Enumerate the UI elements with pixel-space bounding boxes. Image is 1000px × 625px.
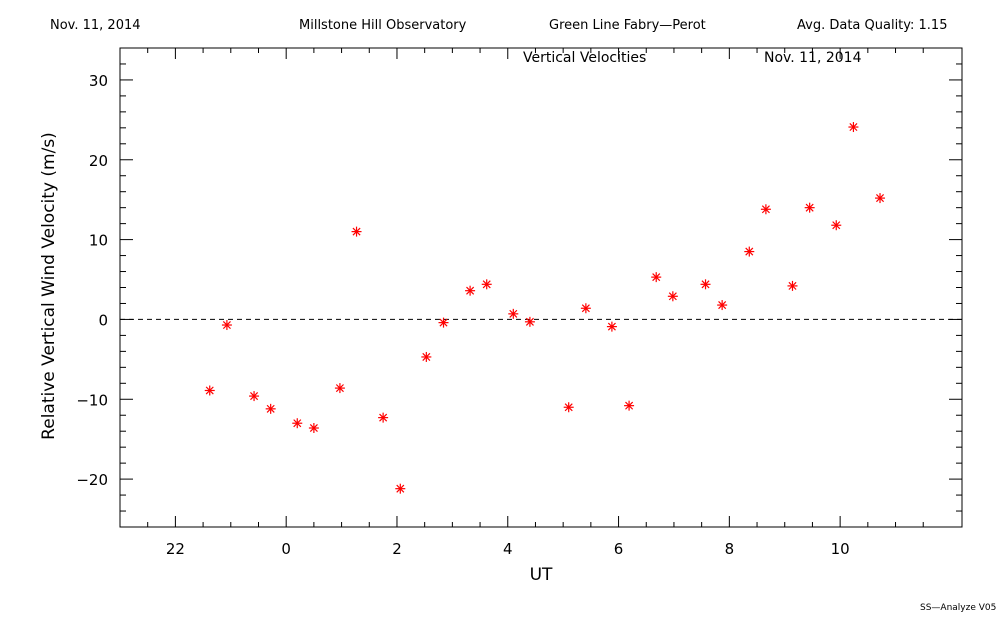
data-point: [831, 220, 842, 231]
data-point: [351, 226, 362, 237]
y-tick-label: 20: [89, 152, 108, 170]
data-point: [292, 418, 303, 429]
y-tick-label: 10: [89, 232, 108, 250]
data-point: [717, 300, 728, 311]
data-point: [667, 291, 678, 302]
data-point: [848, 122, 859, 133]
data-point: [524, 316, 535, 327]
data-point: [395, 483, 406, 494]
data-point: [606, 321, 617, 332]
data-point: [875, 193, 886, 204]
plot-date: Nov. 11, 2014: [764, 50, 862, 66]
data-point: [481, 279, 492, 290]
x-tick-label: 10: [831, 540, 850, 558]
x-tick-label: 6: [614, 540, 624, 558]
data-point: [804, 202, 815, 213]
data-points: [204, 122, 886, 494]
plot-frame: [119, 47, 963, 528]
x-axis-label: UT: [530, 565, 553, 585]
data-point: [378, 412, 389, 423]
data-point: [700, 279, 711, 290]
x-tick-label: 2: [392, 540, 402, 558]
header-instrument: Green Line Fabry—Perot: [549, 18, 706, 33]
data-point: [651, 272, 662, 283]
y-tick-label: −10: [76, 391, 108, 409]
x-tick-label: 8: [725, 540, 735, 558]
tick-labels: 22 0 2 4 6 8 10 −20 −10 0 10 20 30: [76, 72, 849, 558]
y-tick-label: 0: [98, 311, 108, 329]
data-point: [265, 403, 276, 414]
data-point: [563, 402, 574, 413]
data-point: [221, 320, 232, 331]
data-point: [508, 308, 519, 319]
data-point: [465, 285, 476, 296]
plot-title: Vertical Velocities: [523, 50, 646, 66]
data-point: [438, 317, 449, 328]
x-tick-label: 22: [166, 540, 185, 558]
data-point: [204, 385, 215, 396]
data-point: [760, 204, 771, 215]
y-tick-label: 30: [89, 72, 108, 90]
header-date: Nov. 11, 2014: [50, 18, 141, 33]
data-point: [421, 351, 432, 362]
y-axis-label: Relative Vertical Wind Velocity (m/s): [39, 132, 59, 440]
data-point: [744, 246, 755, 257]
data-point: [334, 383, 345, 394]
minor-ticks: [120, 47, 962, 527]
header-observatory: Millstone Hill Observatory: [299, 18, 467, 33]
y-tick-label: −20: [76, 471, 108, 489]
x-tick-label: 0: [281, 540, 291, 558]
header-data-quality: Avg. Data Quality: 1.15: [797, 18, 948, 33]
data-point: [249, 391, 260, 402]
data-point: [308, 423, 319, 434]
x-tick-label: 4: [503, 540, 513, 558]
data-point: [787, 280, 798, 291]
major-ticks: [120, 48, 962, 527]
data-point: [624, 400, 635, 411]
software-version: SS—Analyze V05: [920, 603, 997, 613]
data-point: [580, 303, 591, 314]
